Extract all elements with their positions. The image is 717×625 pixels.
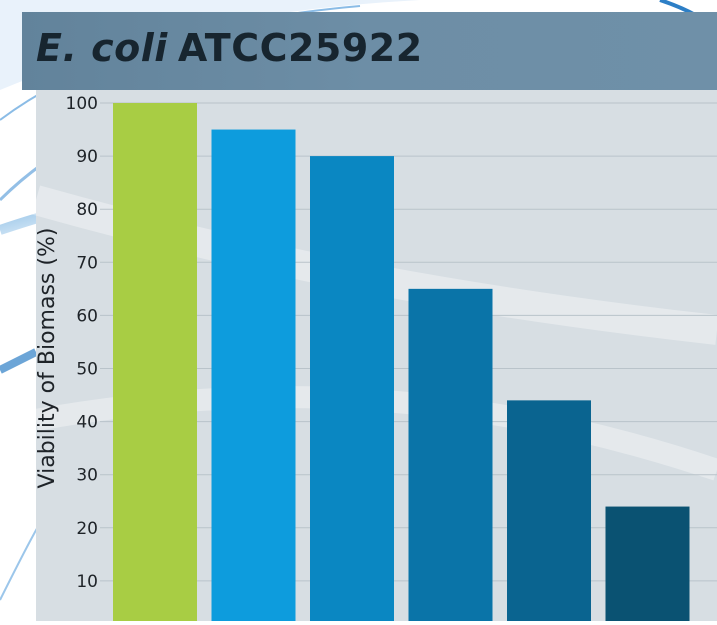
title-bar: E. coli ATCC25922 <box>22 12 717 90</box>
chart-title: E. coli ATCC25922 <box>36 26 423 70</box>
y-tick-label: 90 <box>76 147 98 167</box>
y-tick-label: 100 <box>66 94 98 114</box>
y-tick-labels: 10 20 30 40 50 60 70 80 90 100 <box>66 94 98 592</box>
bar-4 <box>408 288 493 621</box>
bar-2 <box>211 129 296 622</box>
bar-5 <box>507 400 591 621</box>
y-tick-label: 60 <box>76 306 98 326</box>
y-tick-label: 40 <box>76 413 98 433</box>
chart-title-organism: E. coli <box>36 26 168 70</box>
bar-6 <box>605 506 690 621</box>
bars <box>113 103 690 622</box>
bar-1 <box>113 103 197 621</box>
y-tick-label: 30 <box>76 466 98 486</box>
y-axis-label: Viability of Biomass (%) <box>35 228 60 489</box>
y-tick-label: 20 <box>76 519 98 539</box>
bar-3 <box>310 156 394 621</box>
y-tick-label: 80 <box>76 200 98 220</box>
y-tick-label: 50 <box>76 360 98 380</box>
y-tick-label: 10 <box>76 572 98 592</box>
chart-title-strain: ATCC25922 <box>177 26 423 70</box>
y-tick-label: 70 <box>76 253 98 273</box>
